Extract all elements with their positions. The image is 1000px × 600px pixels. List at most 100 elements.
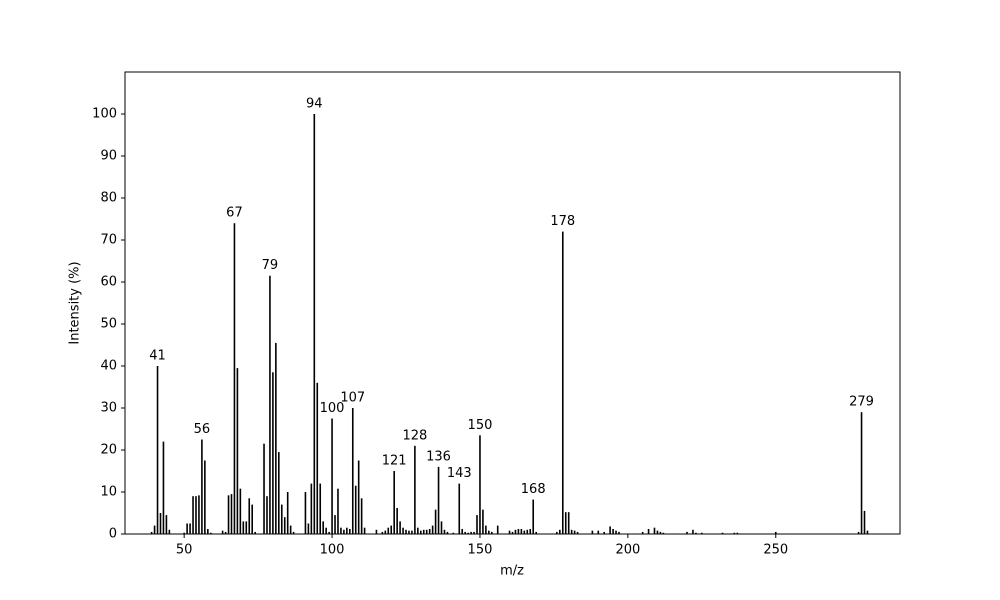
- peak: [431, 525, 434, 534]
- peak: [334, 515, 336, 534]
- peak: [207, 528, 209, 534]
- y-tick-label: 80: [100, 191, 117, 206]
- peak: [461, 528, 464, 534]
- plot-frame: [124, 71, 901, 535]
- peak: [307, 523, 310, 534]
- peak-label: 107: [340, 391, 365, 406]
- peak: [482, 509, 484, 534]
- peak: [496, 525, 499, 534]
- peak: [408, 530, 410, 534]
- peak: [591, 530, 594, 534]
- peak-label: 279: [849, 395, 874, 410]
- peak: [857, 531, 860, 534]
- peak: [263, 443, 265, 534]
- peak: [485, 525, 487, 534]
- peak: [162, 441, 165, 534]
- peak: [721, 532, 724, 534]
- peak: [405, 529, 407, 534]
- peak: [414, 445, 416, 534]
- peak: [198, 495, 200, 534]
- x-tick-label: 100: [320, 543, 345, 558]
- peak: [269, 275, 271, 534]
- y-tick-label: 100: [92, 107, 117, 122]
- peak: [570, 529, 573, 534]
- peak: [289, 525, 292, 534]
- peak-label: 79: [262, 258, 279, 273]
- peak: [204, 460, 206, 534]
- peak: [278, 452, 280, 534]
- peak: [360, 498, 363, 534]
- peak: [168, 529, 171, 534]
- peak-label: 168: [521, 482, 546, 497]
- peak: [396, 507, 398, 534]
- peak-label: 178: [550, 214, 575, 229]
- peak: [227, 495, 230, 534]
- peak: [659, 531, 662, 534]
- peak: [425, 529, 428, 534]
- peak: [165, 515, 168, 534]
- peak: [325, 527, 327, 534]
- peak: [209, 532, 212, 534]
- peak: [526, 529, 529, 534]
- y-tick-label: 70: [100, 233, 117, 248]
- peak: [351, 408, 354, 534]
- peak: [322, 521, 324, 534]
- peak: [230, 494, 233, 534]
- peak-label: 100: [320, 401, 345, 416]
- peak: [272, 372, 274, 534]
- peak-label: 136: [426, 449, 451, 464]
- x-tick-label: 250: [763, 543, 788, 558]
- peak: [248, 498, 251, 534]
- peak: [280, 504, 283, 534]
- peak: [446, 531, 449, 534]
- peak: [523, 530, 526, 534]
- peak: [242, 521, 245, 534]
- peak: [535, 531, 537, 534]
- peak: [603, 531, 605, 534]
- peak: [390, 525, 393, 534]
- peak: [529, 528, 532, 534]
- peak: [417, 527, 419, 534]
- peak: [532, 499, 535, 534]
- peak: [201, 439, 203, 534]
- peak: [559, 529, 561, 534]
- peak: [328, 531, 330, 534]
- peak: [183, 532, 185, 534]
- y-tick-label: 30: [100, 401, 117, 416]
- peak: [189, 523, 191, 534]
- peak: [159, 513, 162, 534]
- peak-label: 143: [447, 466, 472, 481]
- peak: [286, 492, 289, 534]
- peak: [316, 382, 319, 534]
- peak: [192, 496, 194, 534]
- y-tick-label: 90: [100, 149, 117, 164]
- peak: [733, 532, 736, 534]
- peak: [393, 471, 395, 534]
- peak: [573, 530, 576, 534]
- peak: [195, 496, 197, 534]
- peak: [618, 531, 620, 534]
- peak: [564, 512, 567, 534]
- peak: [340, 527, 342, 534]
- peak: [467, 532, 469, 534]
- peak: [437, 466, 440, 534]
- peak: [686, 531, 688, 534]
- peak: [488, 530, 490, 534]
- y-tick-label: 50: [100, 317, 117, 332]
- peak: [150, 531, 153, 534]
- peak: [653, 527, 656, 534]
- peak: [612, 528, 614, 534]
- peak: [860, 412, 863, 534]
- peak: [402, 527, 404, 534]
- peak: [508, 530, 511, 534]
- peak: [224, 531, 227, 534]
- peak: [304, 492, 307, 534]
- peak: [283, 517, 286, 534]
- peak: [221, 530, 224, 534]
- peak: [695, 532, 697, 534]
- peak-label: 67: [226, 206, 243, 221]
- peak: [381, 531, 384, 534]
- peak: [357, 460, 360, 534]
- peak: [236, 368, 239, 534]
